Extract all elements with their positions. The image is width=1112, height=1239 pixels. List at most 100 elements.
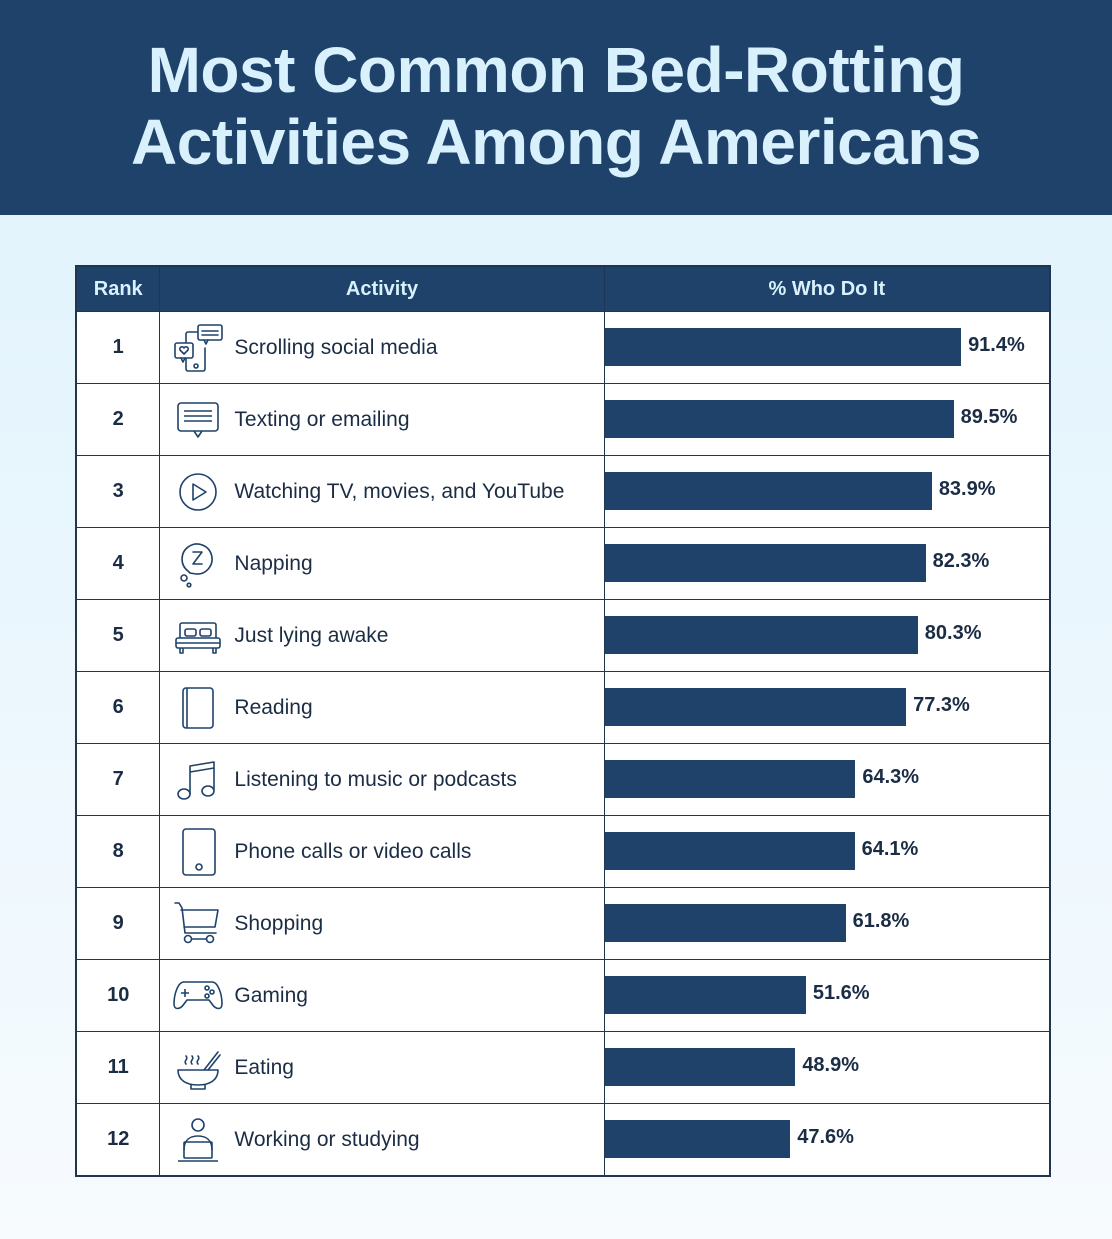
smartphone-icon <box>170 823 226 881</box>
rank-cell: 5 <box>75 599 161 672</box>
bar-wrap: 77.3% <box>604 672 1049 743</box>
activity-wrap: Eating <box>160 1032 603 1103</box>
rank-cell: 12 <box>75 1103 161 1177</box>
activity-wrap: Watching TV, movies, and YouTube <box>160 456 603 527</box>
table-row: 4 Napping 82.3% <box>75 527 1051 600</box>
activity-wrap: Gaming <box>160 960 603 1031</box>
bar <box>604 472 932 510</box>
page-title: Most Common Bed-Rotting Activities Among… <box>0 34 1112 178</box>
activity-label: Gaming <box>234 983 308 1007</box>
bar <box>604 400 954 438</box>
table-row: 9 Shopping 61.8% <box>75 887 1051 960</box>
bar-wrap: 89.5% <box>604 384 1049 455</box>
bar <box>604 1120 791 1158</box>
activity-label: Texting or emailing <box>234 407 410 431</box>
title-line-2: Activities Among Americans <box>130 106 982 178</box>
bar-value-label: 82.3% <box>932 550 990 572</box>
percent-cell: 82.3% <box>603 527 1051 600</box>
table-row: 6 Reading 77.3% <box>75 671 1051 744</box>
activity-cell: Texting or emailing <box>159 383 605 456</box>
bar-wrap: 64.1% <box>604 816 1049 887</box>
rank-cell: 2 <box>75 383 161 456</box>
activity-wrap: Phone calls or video calls <box>160 816 603 887</box>
bar <box>604 688 907 726</box>
percent-cell: 83.9% <box>603 455 1051 528</box>
activity-cell: Listening to music or podcasts <box>159 743 605 816</box>
bar <box>604 328 962 366</box>
activity-label: Just lying awake <box>234 623 389 647</box>
sleep-bubble-icon <box>170 535 226 593</box>
table-row: 12 Working or studying 47.6% <box>75 1103 1051 1177</box>
bar <box>604 904 846 942</box>
activity-label: Phone calls or video calls <box>234 839 472 863</box>
activity-wrap: Listening to music or podcasts <box>160 744 603 815</box>
music-note-icon <box>170 751 226 809</box>
bar <box>604 832 855 870</box>
activity-label: Napping <box>234 551 313 575</box>
table-row: 8 Phone calls or video calls 64.1% <box>75 815 1051 888</box>
social-media-icon <box>170 319 226 377</box>
activity-wrap: Napping <box>160 528 603 599</box>
percent-cell: 48.9% <box>603 1031 1051 1104</box>
ranking-table: Rank Activity % Who Do It 1 Scrolling so… <box>75 265 1051 1177</box>
activity-cell: Gaming <box>159 959 605 1032</box>
activity-cell: Napping <box>159 527 605 600</box>
table-row: 11 Eating 48.9% <box>75 1031 1051 1104</box>
activity-cell: Just lying awake <box>159 599 605 672</box>
bar-value-label: 64.3% <box>862 766 920 788</box>
rank-cell: 10 <box>75 959 161 1032</box>
bar-value-label: 47.6% <box>797 1126 854 1148</box>
percent-cell: 51.6% <box>603 959 1051 1032</box>
table-row: 1 Scrolling social media 91.4% <box>75 311 1051 384</box>
play-icon <box>170 463 226 521</box>
table-row: 3 Watching TV, movies, and YouTube 83.9% <box>75 455 1051 528</box>
bar-wrap: 91.4% <box>604 312 1049 383</box>
activity-label: Listening to music or podcasts <box>234 767 517 791</box>
bar-value-label: 89.5% <box>960 406 1018 428</box>
bar-wrap: 83.9% <box>604 456 1049 527</box>
activity-cell: Working or studying <box>159 1103 605 1177</box>
bar <box>604 760 856 798</box>
bar-value-label: 77.3% <box>913 694 970 716</box>
percent-cell: 91.4% <box>603 311 1051 384</box>
bar-wrap: 82.3% <box>604 528 1049 599</box>
bar-value-label: 48.9% <box>802 1054 860 1076</box>
bar <box>604 616 918 654</box>
bar-value-label: 61.8% <box>852 910 910 932</box>
laptop-user-icon <box>170 1111 226 1169</box>
activity-cell: Watching TV, movies, and YouTube <box>159 455 605 528</box>
bar-wrap: 64.3% <box>604 744 1049 815</box>
bar-wrap: 47.6% <box>604 1104 1049 1175</box>
shopping-cart-icon <box>170 895 226 953</box>
message-icon <box>170 391 226 449</box>
activity-label: Eating <box>234 1055 294 1079</box>
activity-cell: Phone calls or video calls <box>159 815 605 888</box>
activity-label: Reading <box>234 695 313 719</box>
rank-cell: 7 <box>75 743 161 816</box>
activity-wrap: Texting or emailing <box>160 384 603 455</box>
book-icon <box>170 679 226 737</box>
activity-wrap: Reading <box>160 672 603 743</box>
header-banner: Most Common Bed-Rotting Activities Among… <box>0 0 1112 215</box>
rank-cell: 3 <box>75 455 161 528</box>
rank-cell: 1 <box>75 311 161 384</box>
percent-cell: 89.5% <box>603 383 1051 456</box>
bar-wrap: 48.9% <box>604 1032 1049 1103</box>
rank-cell: 9 <box>75 887 161 960</box>
activity-cell: Scrolling social media <box>159 311 605 384</box>
rank-cell: 4 <box>75 527 161 600</box>
bar-wrap: 51.6% <box>604 960 1049 1031</box>
bar-value-label: 80.3% <box>924 622 982 644</box>
header-rank: Rank <box>75 265 161 312</box>
activity-cell: Shopping <box>159 887 605 960</box>
percent-cell: 80.3% <box>603 599 1051 672</box>
activity-wrap: Scrolling social media <box>160 312 603 383</box>
header-activity: Activity <box>159 265 605 312</box>
activity-cell: Eating <box>159 1031 605 1104</box>
food-bowl-icon <box>170 1039 226 1097</box>
percent-cell: 61.8% <box>603 887 1051 960</box>
bar-wrap: 80.3% <box>604 600 1049 671</box>
bar-wrap: 61.8% <box>604 888 1049 959</box>
game-controller-icon <box>170 967 226 1025</box>
bar-value-label: 91.4% <box>968 334 1025 356</box>
